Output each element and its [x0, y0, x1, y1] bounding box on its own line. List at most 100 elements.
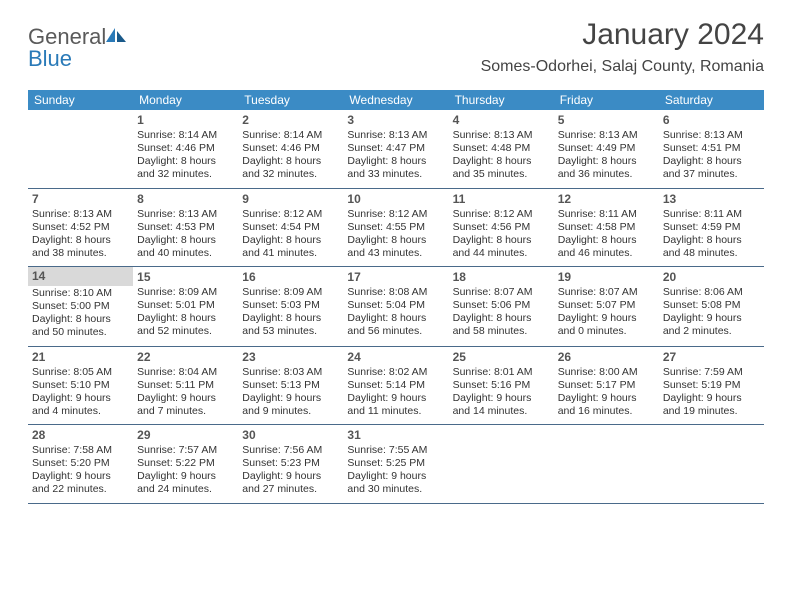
calendar-cell: 23Sunrise: 8:03 AMSunset: 5:13 PMDayligh…	[238, 347, 343, 425]
calendar-cell: 18Sunrise: 8:07 AMSunset: 5:06 PMDayligh…	[449, 267, 554, 346]
daylight1-text: Daylight: 9 hours	[453, 392, 548, 405]
daylight1-text: Daylight: 9 hours	[32, 392, 127, 405]
sunset-text: Sunset: 5:10 PM	[32, 379, 127, 392]
calendar-cell: 9Sunrise: 8:12 AMSunset: 4:54 PMDaylight…	[238, 189, 343, 267]
daylight1-text: Daylight: 8 hours	[137, 234, 232, 247]
calendar-cell: 10Sunrise: 8:12 AMSunset: 4:55 PMDayligh…	[343, 189, 448, 267]
day-header: Wednesday	[343, 90, 448, 110]
day-header: Sunday	[28, 90, 133, 110]
sunset-text: Sunset: 5:00 PM	[32, 300, 127, 313]
logo-word2: Blue	[28, 46, 126, 72]
daylight2-text: and 48 minutes.	[663, 247, 758, 260]
sunset-text: Sunset: 4:48 PM	[453, 142, 548, 155]
day-header: Saturday	[659, 90, 764, 110]
calendar-cell	[659, 425, 764, 503]
sunrise-text: Sunrise: 8:11 AM	[558, 208, 653, 221]
daylight2-text: and 32 minutes.	[242, 168, 337, 181]
calendar-cell	[554, 425, 659, 503]
day-number: 3	[347, 113, 442, 128]
logo-sail-icon	[106, 28, 126, 42]
sunrise-text: Sunrise: 8:13 AM	[663, 129, 758, 142]
daylight1-text: Daylight: 8 hours	[663, 234, 758, 247]
daylight2-text: and 2 minutes.	[663, 325, 758, 338]
day-number: 1	[137, 113, 232, 128]
day-header-row: Sunday Monday Tuesday Wednesday Thursday…	[28, 90, 764, 110]
day-number: 4	[453, 113, 548, 128]
sunset-text: Sunset: 5:13 PM	[242, 379, 337, 392]
daylight1-text: Daylight: 8 hours	[347, 312, 442, 325]
daylight1-text: Daylight: 8 hours	[32, 313, 127, 326]
daylight2-text: and 0 minutes.	[558, 325, 653, 338]
sunset-text: Sunset: 4:49 PM	[558, 142, 653, 155]
daylight2-text: and 43 minutes.	[347, 247, 442, 260]
daylight2-text: and 32 minutes.	[137, 168, 232, 181]
calendar-cell: 2Sunrise: 8:14 AMSunset: 4:46 PMDaylight…	[238, 110, 343, 188]
sunrise-text: Sunrise: 8:14 AM	[242, 129, 337, 142]
daylight2-text: and 36 minutes.	[558, 168, 653, 181]
daylight1-text: Daylight: 8 hours	[558, 155, 653, 168]
daylight2-text: and 27 minutes.	[242, 483, 337, 496]
day-number: 18	[453, 270, 548, 285]
daylight1-text: Daylight: 8 hours	[663, 155, 758, 168]
calendar-cell: 31Sunrise: 7:55 AMSunset: 5:25 PMDayligh…	[343, 425, 448, 503]
sunrise-text: Sunrise: 8:12 AM	[347, 208, 442, 221]
sunrise-text: Sunrise: 8:13 AM	[558, 129, 653, 142]
sunset-text: Sunset: 5:16 PM	[453, 379, 548, 392]
calendar-cell	[449, 425, 554, 503]
title-block: January 2024 Somes-Odorhei, Salaj County…	[481, 18, 764, 76]
day-number: 25	[453, 350, 548, 365]
day-number: 9	[242, 192, 337, 207]
sunset-text: Sunset: 4:58 PM	[558, 221, 653, 234]
day-number: 2	[242, 113, 337, 128]
day-number: 22	[137, 350, 232, 365]
day-number: 11	[453, 192, 548, 207]
daylight2-text: and 40 minutes.	[137, 247, 232, 260]
sunset-text: Sunset: 5:17 PM	[558, 379, 653, 392]
daylight1-text: Daylight: 8 hours	[137, 155, 232, 168]
sunrise-text: Sunrise: 8:13 AM	[32, 208, 127, 221]
calendar-cell: 3Sunrise: 8:13 AMSunset: 4:47 PMDaylight…	[343, 110, 448, 188]
day-header: Thursday	[449, 90, 554, 110]
sunset-text: Sunset: 5:23 PM	[242, 457, 337, 470]
sunset-text: Sunset: 4:55 PM	[347, 221, 442, 234]
sunrise-text: Sunrise: 8:05 AM	[32, 366, 127, 379]
sunrise-text: Sunrise: 8:08 AM	[347, 286, 442, 299]
daylight2-text: and 14 minutes.	[453, 405, 548, 418]
daylight1-text: Daylight: 9 hours	[32, 470, 127, 483]
day-number: 19	[558, 270, 653, 285]
daylight1-text: Daylight: 8 hours	[347, 155, 442, 168]
calendar-cell: 7Sunrise: 8:13 AMSunset: 4:52 PMDaylight…	[28, 189, 133, 267]
daylight1-text: Daylight: 9 hours	[558, 312, 653, 325]
day-number: 21	[32, 350, 127, 365]
daylight2-text: and 41 minutes.	[242, 247, 337, 260]
sunrise-text: Sunrise: 8:01 AM	[453, 366, 548, 379]
day-number: 10	[347, 192, 442, 207]
daylight1-text: Daylight: 8 hours	[32, 234, 127, 247]
sunset-text: Sunset: 5:03 PM	[242, 299, 337, 312]
week-row: 14Sunrise: 8:10 AMSunset: 5:00 PMDayligh…	[28, 267, 764, 347]
calendar-cell	[28, 110, 133, 188]
calendar-cell: 8Sunrise: 8:13 AMSunset: 4:53 PMDaylight…	[133, 189, 238, 267]
day-header: Tuesday	[238, 90, 343, 110]
daylight1-text: Daylight: 8 hours	[558, 234, 653, 247]
sunrise-text: Sunrise: 8:02 AM	[347, 366, 442, 379]
daylight2-text: and 33 minutes.	[347, 168, 442, 181]
daylight1-text: Daylight: 8 hours	[347, 234, 442, 247]
calendar-cell: 12Sunrise: 8:11 AMSunset: 4:58 PMDayligh…	[554, 189, 659, 267]
sunset-text: Sunset: 5:08 PM	[663, 299, 758, 312]
sunrise-text: Sunrise: 7:57 AM	[137, 444, 232, 457]
sunset-text: Sunset: 4:54 PM	[242, 221, 337, 234]
sunrise-text: Sunrise: 8:13 AM	[347, 129, 442, 142]
daylight2-text: and 35 minutes.	[453, 168, 548, 181]
daylight1-text: Daylight: 9 hours	[663, 392, 758, 405]
daylight1-text: Daylight: 9 hours	[347, 470, 442, 483]
logo-word1: General	[28, 26, 106, 48]
sunrise-text: Sunrise: 7:58 AM	[32, 444, 127, 457]
calendar-cell: 6Sunrise: 8:13 AMSunset: 4:51 PMDaylight…	[659, 110, 764, 188]
day-header: Monday	[133, 90, 238, 110]
day-number: 16	[242, 270, 337, 285]
day-number: 30	[242, 428, 337, 443]
calendar-cell: 1Sunrise: 8:14 AMSunset: 4:46 PMDaylight…	[133, 110, 238, 188]
calendar-cell: 16Sunrise: 8:09 AMSunset: 5:03 PMDayligh…	[238, 267, 343, 346]
day-header: Friday	[554, 90, 659, 110]
